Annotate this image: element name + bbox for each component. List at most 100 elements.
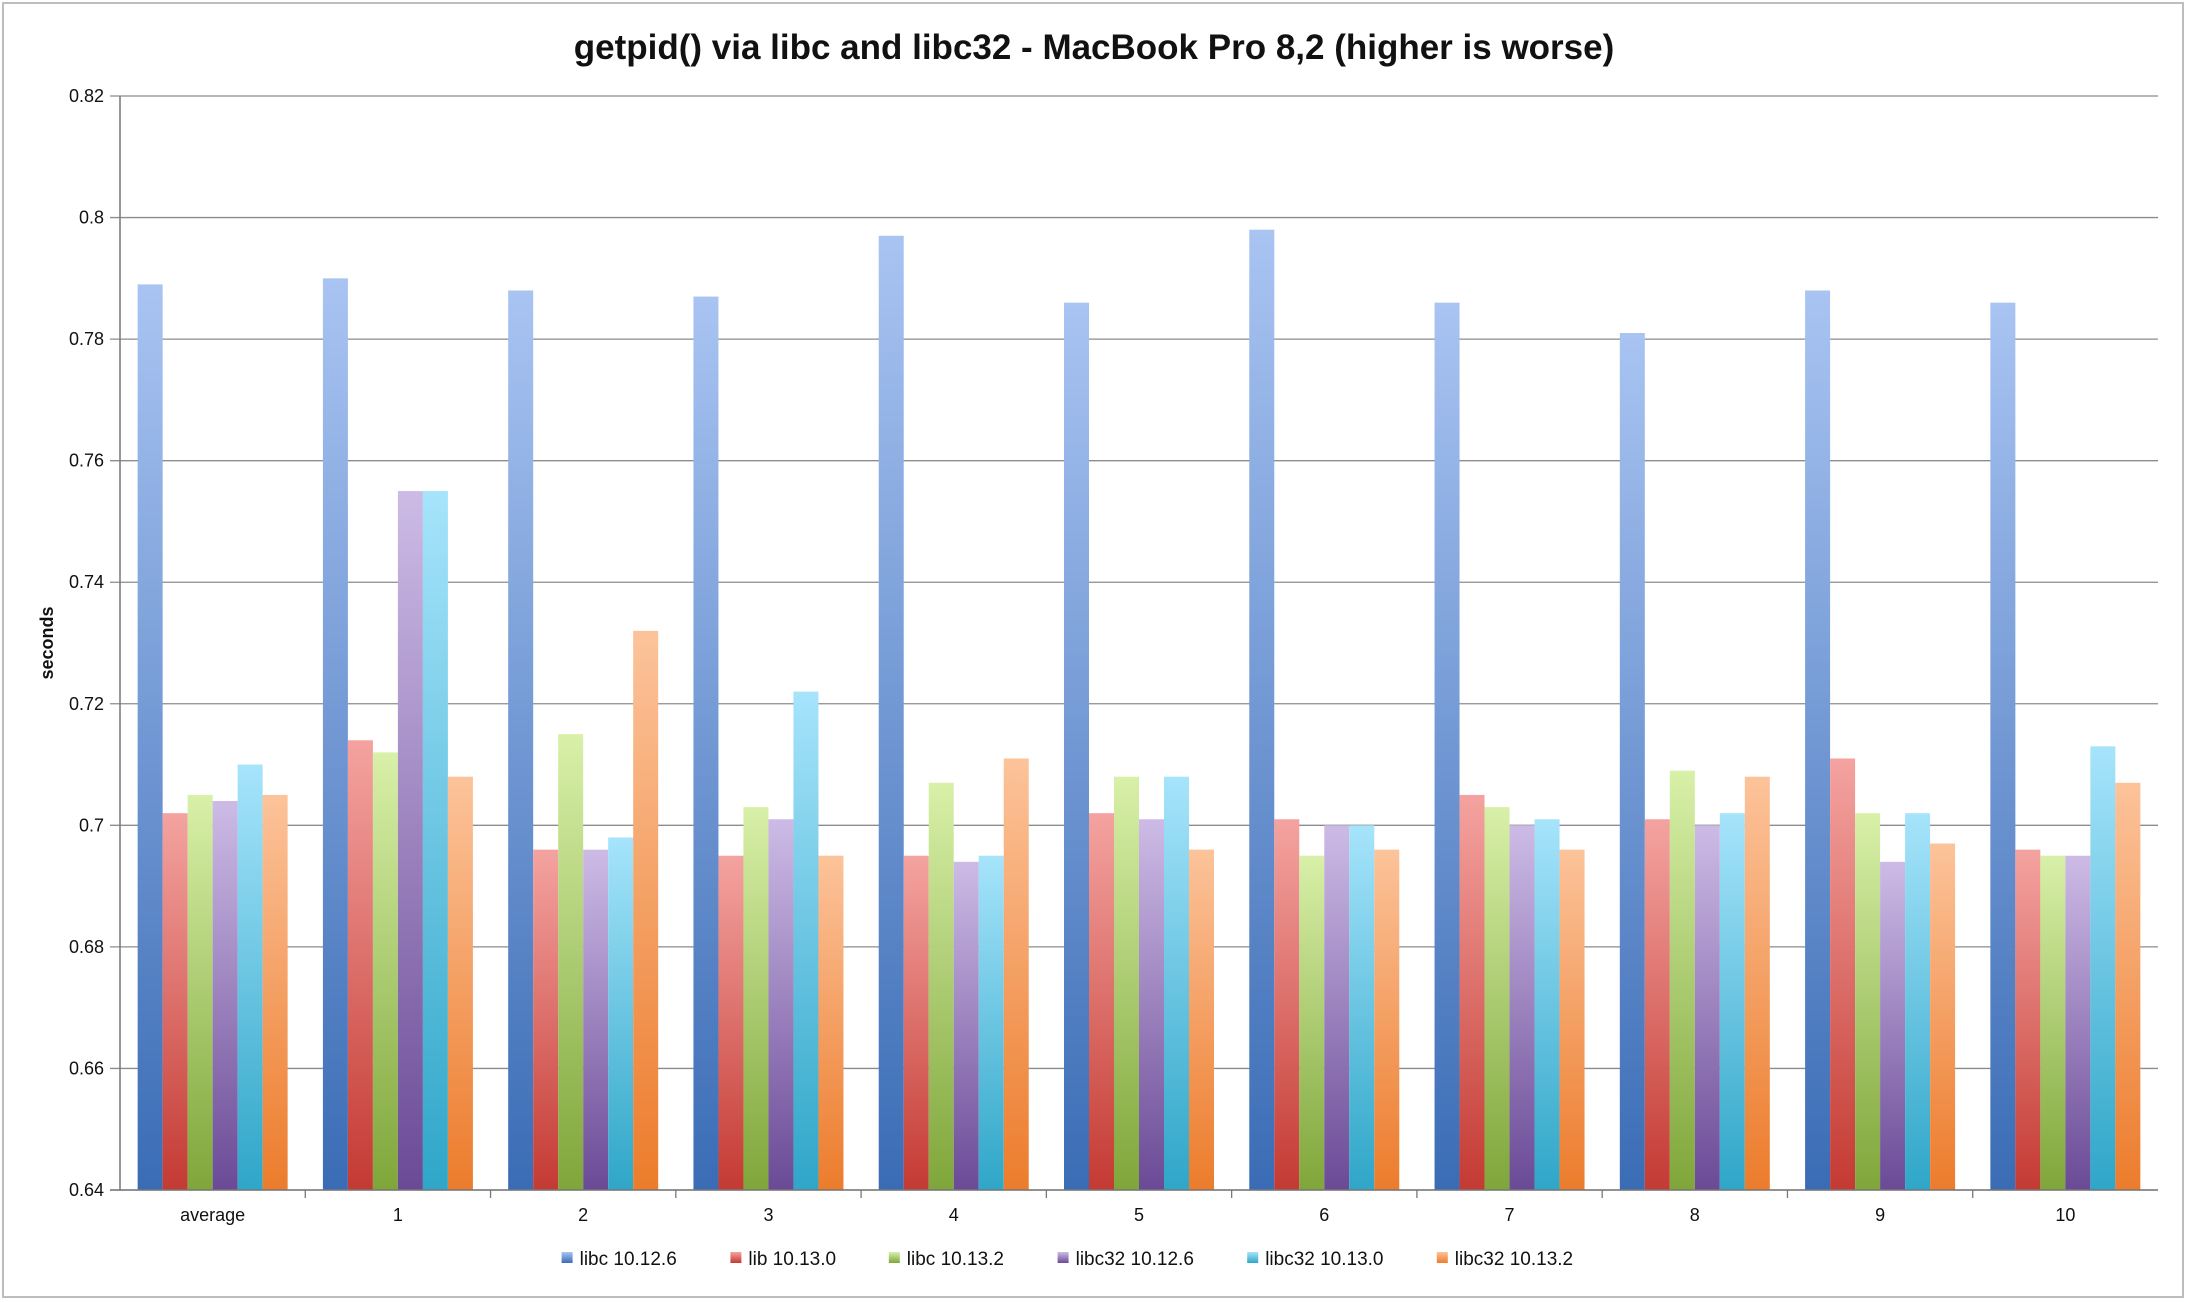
x-tick-label: 2 — [578, 1205, 588, 1225]
legend-label: lib 10.13.0 — [748, 1249, 836, 1270]
bar — [1189, 849, 1214, 1190]
bar — [1905, 813, 1931, 1190]
legend-label: libc 10.12.6 — [580, 1249, 677, 1270]
y-tick-label: 0.74 — [69, 572, 104, 592]
bar — [633, 630, 659, 1190]
bar — [422, 491, 448, 1190]
bar — [2065, 855, 2091, 1190]
legend-swatch — [561, 1252, 573, 1263]
bar — [978, 855, 1004, 1190]
bar — [1719, 813, 1745, 1190]
bar — [1164, 776, 1189, 1190]
bar — [508, 290, 534, 1190]
y-tick-label: 0.8 — [79, 208, 104, 228]
legend-label: libc 10.13.2 — [907, 1249, 1004, 1270]
y-tick-label: 0.82 — [69, 86, 104, 106]
legend-swatch — [888, 1252, 900, 1263]
bar — [1349, 825, 1375, 1190]
bar — [1855, 813, 1881, 1190]
bar — [1374, 849, 1400, 1190]
y-tick-label: 0.66 — [69, 1058, 104, 1078]
y-axis-label: seconds — [37, 606, 57, 679]
y-tick-label: 0.64 — [69, 1180, 104, 1200]
y-tick-label: 0.76 — [69, 451, 104, 471]
bar — [818, 855, 844, 1190]
bar — [718, 855, 744, 1190]
bar — [322, 278, 348, 1190]
bar — [1434, 302, 1460, 1191]
legend-label: libc32 10.13.2 — [1455, 1249, 1573, 1270]
bar — [1139, 819, 1164, 1190]
bar — [262, 794, 288, 1190]
bar — [447, 776, 473, 1190]
y-tick-label: 0.7 — [79, 815, 104, 835]
bar — [1805, 290, 1831, 1190]
y-tick-label: 0.78 — [69, 329, 104, 349]
x-tick-label: 7 — [1505, 1205, 1515, 1225]
bar — [1830, 758, 1856, 1190]
bar — [743, 807, 769, 1190]
bars — [137, 229, 2141, 1191]
bar — [1930, 843, 1956, 1190]
bar — [347, 740, 373, 1190]
bar — [533, 849, 559, 1190]
legend-label: libc32 10.13.0 — [1265, 1249, 1383, 1270]
legend-label: libc32 10.12.6 — [1076, 1249, 1194, 1270]
bar — [583, 849, 609, 1190]
bar — [1619, 333, 1645, 1190]
bar — [212, 801, 238, 1190]
bar — [558, 734, 584, 1190]
x-tick-label: average — [180, 1205, 245, 1225]
x-tick-label: 3 — [763, 1205, 773, 1225]
bar — [608, 837, 634, 1190]
bar — [1694, 825, 1720, 1190]
x-tick-label: 10 — [2055, 1205, 2075, 1225]
bar — [1324, 825, 1350, 1190]
bar — [237, 764, 263, 1190]
legend-swatch — [1247, 1252, 1259, 1263]
bar — [1459, 794, 1485, 1190]
bar — [1064, 302, 1089, 1191]
bar — [1249, 229, 1275, 1190]
bar — [1089, 813, 1114, 1190]
bar — [372, 752, 398, 1190]
bar — [1744, 776, 1770, 1190]
bar — [162, 813, 188, 1190]
legend: libc 10.12.6 lib 10.13.0 libc 10.13.2 libc3… — [561, 1249, 1573, 1270]
bar — [1274, 819, 1300, 1190]
x-tick-label: 4 — [949, 1205, 959, 1225]
bar — [2040, 855, 2066, 1190]
y-tick-label: 0.68 — [69, 937, 104, 957]
y-tick-label: 0.72 — [69, 694, 104, 714]
chart-title: getpid() via libc and libc32 - MacBook P… — [574, 28, 1615, 67]
x-tick-label: 6 — [1319, 1205, 1329, 1225]
x-tick-label: 5 — [1134, 1205, 1144, 1225]
bar — [1990, 302, 2016, 1191]
bar — [187, 794, 213, 1190]
x-tick-label: 9 — [1875, 1205, 1885, 1225]
bar — [1299, 855, 1325, 1190]
bar — [903, 855, 929, 1190]
axes: 0.64 0.66 0.68 0.7 0.72 0.74 0.76 0.78 0.8 0.82 av… — [69, 86, 2158, 1225]
bar — [953, 861, 979, 1190]
bar — [2090, 746, 2116, 1190]
bar — [928, 782, 954, 1190]
bar — [137, 284, 163, 1190]
bar — [2115, 782, 2141, 1190]
bar — [1534, 819, 1560, 1190]
bar — [1644, 819, 1670, 1190]
bar — [1559, 849, 1585, 1190]
bar — [2015, 849, 2041, 1190]
legend-swatch — [730, 1252, 742, 1263]
bar — [1484, 807, 1510, 1190]
bar — [397, 491, 423, 1190]
legend-swatch — [1057, 1252, 1069, 1263]
bar — [693, 296, 719, 1191]
bar — [1509, 825, 1535, 1190]
legend-swatch — [1436, 1252, 1448, 1263]
bar — [793, 691, 819, 1190]
bar — [1880, 861, 1906, 1190]
bar — [1669, 770, 1695, 1190]
bar — [768, 819, 794, 1190]
